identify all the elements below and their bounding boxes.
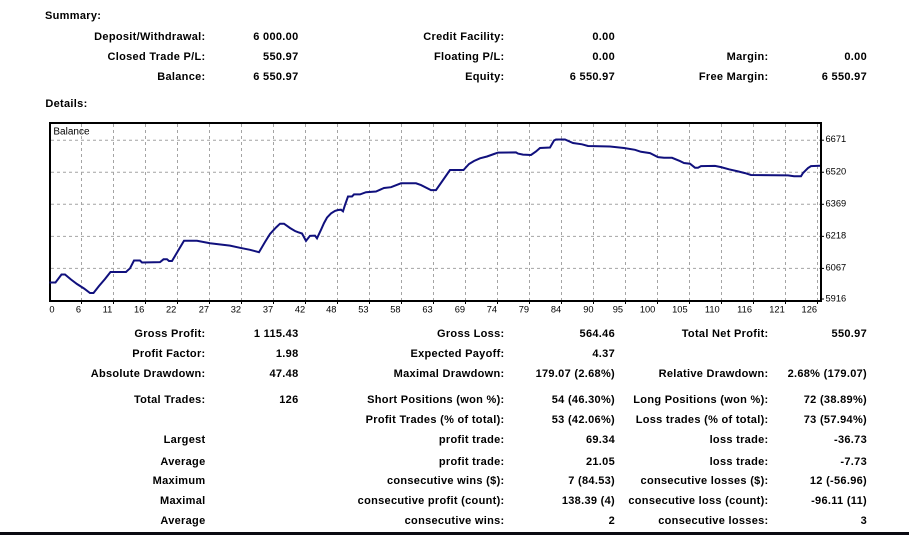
svg-text:6369: 6369 bbox=[826, 198, 847, 208]
svg-text:Balance: Balance bbox=[53, 126, 90, 137]
svg-text:95: 95 bbox=[613, 304, 623, 314]
svg-text:121: 121 bbox=[769, 304, 785, 314]
svg-text:105: 105 bbox=[672, 304, 688, 314]
svg-text:69: 69 bbox=[455, 304, 465, 314]
svg-text:16: 16 bbox=[134, 304, 144, 314]
svg-text:74: 74 bbox=[487, 304, 497, 314]
svg-text:0: 0 bbox=[49, 304, 54, 314]
svg-text:110: 110 bbox=[705, 304, 720, 314]
svg-text:48: 48 bbox=[326, 304, 336, 314]
svg-text:22: 22 bbox=[166, 304, 176, 314]
svg-text:6671: 6671 bbox=[826, 134, 847, 144]
svg-text:6520: 6520 bbox=[826, 166, 847, 176]
svg-text:5916: 5916 bbox=[826, 294, 847, 304]
svg-text:63: 63 bbox=[422, 304, 432, 314]
svg-text:84: 84 bbox=[551, 304, 561, 314]
svg-text:11: 11 bbox=[103, 304, 113, 314]
svg-text:37: 37 bbox=[263, 304, 273, 314]
svg-text:6218: 6218 bbox=[826, 230, 847, 240]
svg-text:58: 58 bbox=[390, 304, 400, 314]
svg-text:79: 79 bbox=[519, 304, 529, 314]
svg-text:6: 6 bbox=[76, 304, 81, 314]
svg-text:100: 100 bbox=[640, 304, 656, 314]
svg-text:42: 42 bbox=[295, 304, 305, 314]
svg-text:126: 126 bbox=[802, 304, 818, 314]
svg-text:116: 116 bbox=[737, 304, 752, 314]
svg-text:32: 32 bbox=[231, 304, 241, 314]
svg-text:27: 27 bbox=[199, 304, 209, 314]
svg-text:90: 90 bbox=[583, 304, 593, 314]
svg-text:6067: 6067 bbox=[826, 263, 847, 273]
svg-text:53: 53 bbox=[358, 304, 368, 314]
